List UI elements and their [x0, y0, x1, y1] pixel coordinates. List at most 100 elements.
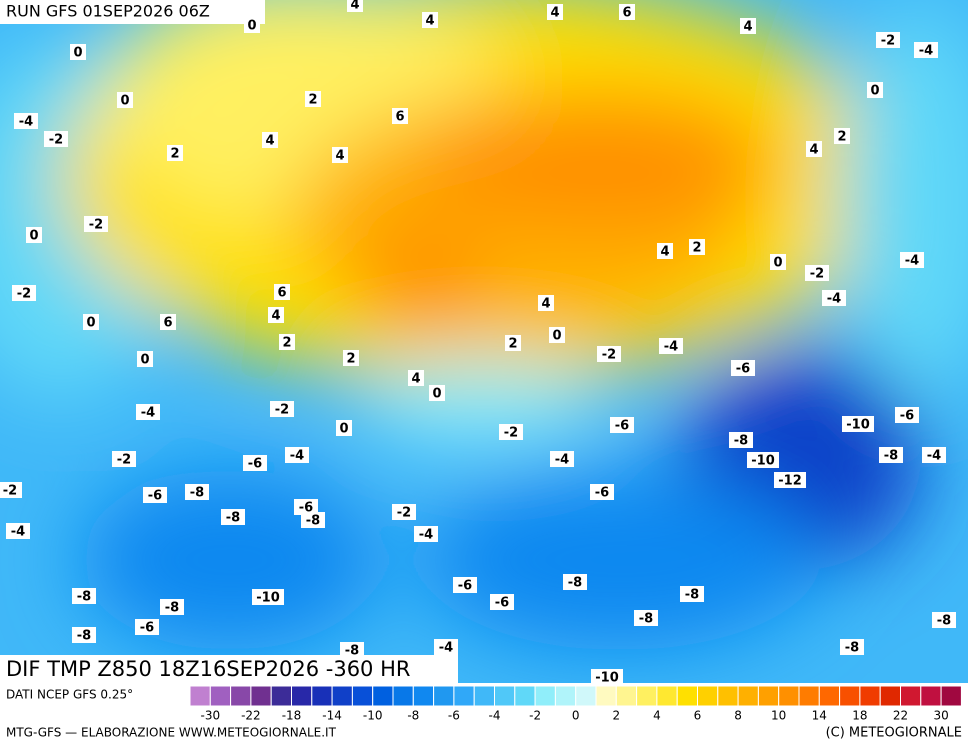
label-box — [659, 338, 683, 354]
label-text: -6 — [615, 419, 629, 434]
contour-label: -2 — [499, 424, 523, 441]
label-box — [422, 12, 438, 28]
legend-swatch — [656, 685, 678, 707]
label-box — [167, 145, 183, 161]
label-text: -8 — [734, 434, 748, 449]
label-text: 0 — [870, 84, 879, 99]
label-text: -10 — [846, 418, 870, 433]
label-box — [160, 599, 184, 615]
legend-swatch — [737, 685, 759, 707]
contour-label: -4 — [914, 42, 938, 59]
contour-label: 0 — [549, 327, 565, 344]
map-title: DIF TMP Z850 18Z16SEP2026 -360 HR — [6, 657, 410, 681]
label-box — [914, 42, 938, 58]
label-text: -4 — [919, 44, 933, 59]
label-text: 2 — [346, 352, 355, 367]
label-text: -8 — [165, 601, 179, 616]
legend-swatch — [494, 685, 516, 707]
label-box — [117, 92, 133, 108]
label-box — [610, 417, 634, 433]
contour-label: 4 — [538, 295, 554, 312]
label-box — [221, 509, 245, 525]
label-box — [72, 627, 96, 643]
label-text: -8 — [884, 449, 898, 464]
label-text: -4 — [827, 292, 841, 307]
label-text: -2 — [810, 267, 824, 282]
legend-swatch — [676, 685, 699, 707]
label-box — [434, 639, 458, 655]
legend-label: 4 — [653, 709, 661, 723]
label-text: 0 — [552, 329, 561, 344]
label-box — [44, 131, 68, 147]
contour-label: -4 — [14, 113, 38, 130]
label-text: -6 — [148, 489, 162, 504]
legend-swatch — [757, 685, 780, 707]
label-text: -8 — [937, 614, 951, 629]
label-box — [137, 351, 153, 367]
legend-swatch — [554, 685, 577, 707]
label-text: -2 — [504, 426, 518, 441]
contour-label: -12 — [774, 472, 806, 489]
label-text: 4 — [660, 245, 669, 260]
contour-label: -2 — [84, 216, 108, 233]
legend-label: 18 — [852, 709, 867, 723]
contour-label: 0 — [26, 227, 42, 244]
label-text: -6 — [299, 501, 313, 516]
label-box — [453, 577, 477, 593]
label-text: -6 — [595, 486, 609, 501]
label-box — [538, 295, 554, 311]
legend-swatch — [412, 685, 435, 707]
label-box — [336, 420, 352, 436]
contour-label: -6 — [294, 499, 318, 516]
label-box — [740, 18, 756, 34]
contour-label: 0 — [137, 351, 153, 368]
contour-label: 2 — [689, 239, 705, 256]
label-text: -4 — [290, 449, 304, 464]
label-box — [332, 147, 348, 163]
contour-label: -6 — [895, 407, 919, 424]
label-text: 4 — [271, 309, 280, 324]
label-text: 0 — [339, 422, 348, 437]
legend-label: 0 — [572, 709, 580, 723]
label-box — [867, 82, 883, 98]
label-box — [805, 265, 829, 281]
legend-label: 22 — [893, 709, 908, 723]
label-text: -2 — [17, 287, 31, 302]
label-text: -6 — [140, 621, 154, 636]
contour-label: 2 — [343, 350, 359, 367]
label-text: -10 — [595, 671, 619, 686]
label-box — [840, 639, 864, 655]
label-box — [657, 243, 673, 259]
legend-label: 30 — [933, 709, 948, 723]
label-box — [143, 487, 167, 503]
label-text: 6 — [163, 316, 172, 331]
label-box — [490, 594, 514, 610]
label-text: 0 — [86, 316, 95, 331]
label-box — [505, 335, 521, 351]
legend-swatch — [717, 685, 739, 707]
label-box — [499, 424, 523, 440]
label-text: 0 — [773, 256, 782, 271]
label-box — [252, 589, 284, 605]
legend-swatch — [859, 685, 881, 707]
contour-label: 0 — [117, 92, 133, 109]
label-text: 0 — [120, 94, 129, 109]
title-box — [0, 655, 458, 683]
label-text: -4 — [419, 528, 433, 543]
contour-label: 4 — [268, 307, 284, 324]
label-box — [6, 523, 30, 539]
legend-swatch — [879, 685, 902, 707]
contour-label: -2 — [270, 401, 294, 418]
contour-label: 4 — [408, 370, 424, 387]
label-box — [591, 669, 623, 685]
legend-swatch — [392, 685, 414, 707]
label-box — [634, 610, 658, 626]
label-box — [347, 0, 363, 12]
legend-swatch — [331, 685, 353, 707]
label-box — [729, 432, 753, 448]
label-box — [895, 407, 919, 423]
label-text: 2 — [508, 337, 517, 352]
label-text: 4 — [743, 20, 752, 35]
contour-label: -8 — [932, 612, 956, 629]
label-text: 0 — [432, 387, 441, 402]
